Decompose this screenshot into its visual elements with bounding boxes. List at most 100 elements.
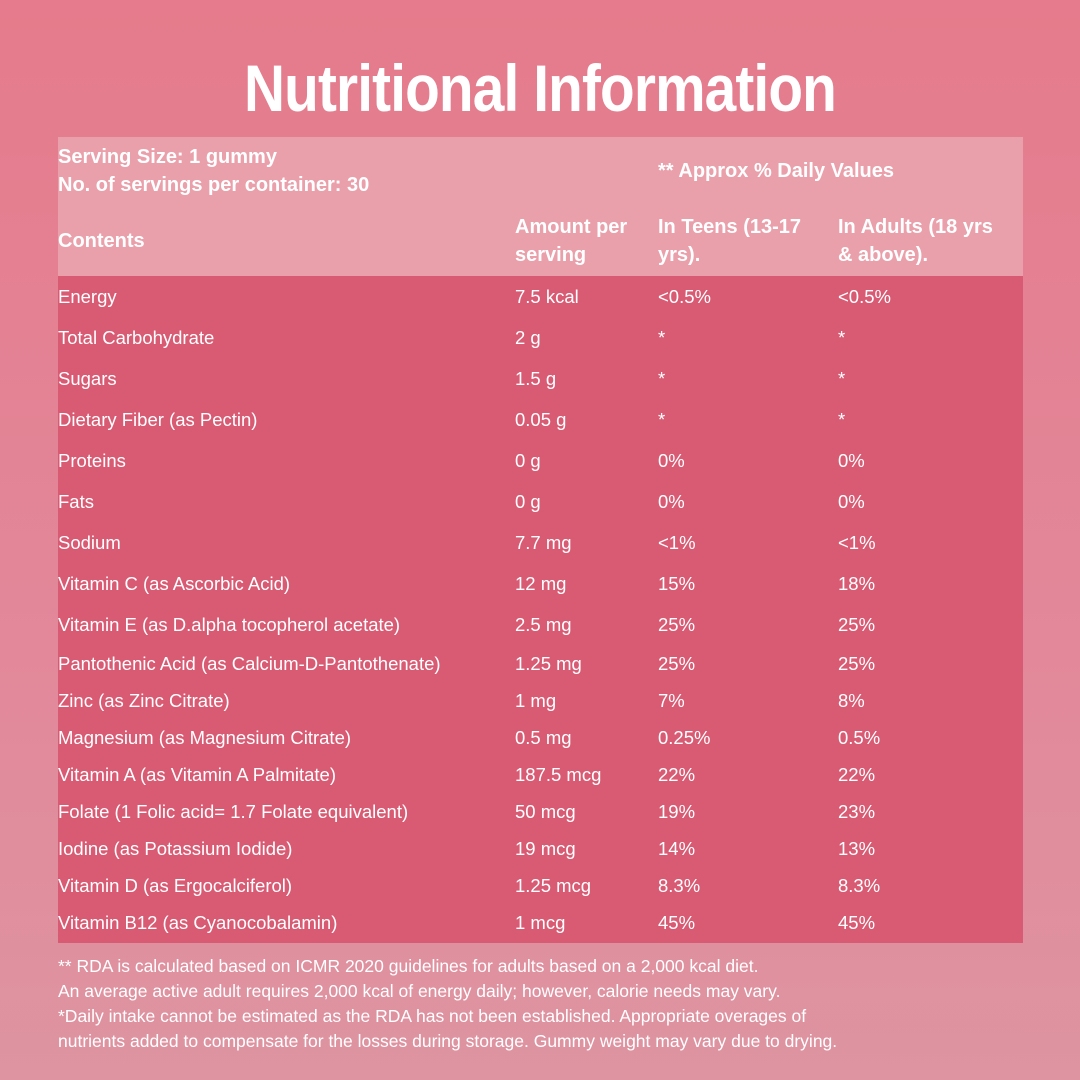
nutrient-name: Sugars [58, 367, 117, 389]
dv-adults: 25% [838, 652, 876, 674]
dv-teens: 25% [658, 613, 696, 635]
dv-teens: 19% [658, 800, 696, 822]
dv-adults: * [838, 326, 846, 348]
dv-adults: * [838, 367, 846, 389]
col-teens: In Teens (13-17 yrs). [658, 213, 801, 269]
nutrient-name: Total Carbohydrate [58, 326, 215, 348]
dv-teens: 22% [658, 763, 696, 785]
nutrient-name: Zinc (as Zinc Citrate) [58, 689, 230, 711]
serving-size: Serving Size: 1 gummy [58, 146, 277, 168]
amount-per-serving: 1 mcg [515, 911, 566, 933]
page-title: Nutritional Information [244, 51, 837, 125]
nutrient-name: Vitamin D (as Ergocalciferol) [58, 874, 293, 896]
amount-per-serving: 19 mcg [515, 837, 576, 859]
nutrient-name: Vitamin C (as Ascorbic Acid) [58, 572, 291, 594]
table-row: Vitamin E (as D.alpha tocopherol acetate… [58, 604, 1023, 645]
col-teens-line1: In Teens (13-17 [658, 216, 802, 238]
dv-teens: 7% [658, 689, 685, 711]
amount-per-serving: 7.7 mg [515, 531, 572, 553]
servings-per-container: No. of servings per container: 30 [58, 174, 370, 196]
footnote: *Daily intake cannot be estimated as the… [58, 1006, 807, 1026]
dv-teens: 25% [658, 652, 696, 674]
table-body: Energy 7.5 kcal <0.5% <0.5% Total Carbohydra… [58, 276, 1023, 943]
col-amount-line1: Amount per [515, 216, 628, 238]
footnotes: ** RDA is calculated based on ICMR 2020 … [58, 954, 837, 1054]
nutrient-name: Magnesium (as Magnesium Citrate) [58, 726, 352, 748]
table-row: Zinc (as Zinc Citrate) 1 mg 7% 8% [58, 682, 1023, 719]
table-header: Serving Size: 1 gummy No. of servings pe… [58, 137, 1023, 276]
col-adults-line2: & above). [838, 244, 929, 266]
dv-teens: 0% [658, 490, 685, 512]
dv-teens: 45% [658, 911, 696, 933]
table-row: Iodine (as Potassium Iodide) 19 mcg 14% 13% [58, 830, 1023, 867]
table-row: Sodium 7.7 mg <1% <1% [58, 522, 1023, 563]
nutrient-name: Dietary Fiber (as Pectin) [58, 408, 258, 430]
footnote: An average active adult requires 2,000 k… [58, 981, 781, 1001]
table-row: Sugars 1.5 g * * [58, 358, 1023, 399]
footnote: ** RDA is calculated based on ICMR 2020 … [58, 956, 759, 976]
nutrient-name: Folate (1 Folic acid= 1.7 Folate equival… [58, 800, 409, 822]
col-adults-line1: In Adults (18 yrs [838, 216, 993, 238]
amount-per-serving: 187.5 mcg [515, 763, 602, 785]
amount-per-serving: 12 mg [515, 572, 567, 594]
table-row: Vitamin A (as Vitamin A Palmitate) 187.5 … [58, 756, 1023, 793]
amount-per-serving: 0 g [515, 490, 541, 512]
amount-per-serving: 0.05 g [515, 408, 567, 430]
dv-teens: 8.3% [658, 874, 701, 896]
dv-adults: 25% [838, 613, 876, 635]
col-amount-line2: serving [515, 244, 587, 266]
col-amount: Amount per serving [515, 213, 627, 269]
dv-adults: * [838, 408, 846, 430]
col-teens-line2: yrs). [658, 244, 701, 266]
dv-adults: 13% [838, 837, 876, 859]
dv-adults: 0.5% [838, 726, 881, 748]
amount-per-serving: 50 mcg [515, 800, 576, 822]
col-contents: Contents [58, 230, 145, 252]
table-row: Proteins 0 g 0% 0% [58, 440, 1023, 481]
nutrition-table: Serving Size: 1 gummy No. of servings pe… [58, 137, 1023, 943]
dv-adults: 0% [838, 449, 865, 471]
nutrient-name: Vitamin E (as D.alpha tocopherol acetate… [58, 613, 401, 635]
dv-adults: <0.5% [838, 285, 891, 307]
dv-teens: * [658, 326, 666, 348]
dv-teens: <1% [658, 531, 696, 553]
daily-values-heading: ** Approx % Daily Values [658, 160, 895, 182]
dv-adults: 18% [838, 572, 876, 594]
table-row: Fats 0 g 0% 0% [58, 481, 1023, 522]
dv-adults: 22% [838, 763, 876, 785]
amount-per-serving: 2.5 mg [515, 613, 572, 635]
table-row: Pantothenic Acid (as Calcium-D-Pantothen… [58, 645, 1023, 682]
dv-teens: 14% [658, 837, 696, 859]
dv-adults: 23% [838, 800, 876, 822]
dv-teens: 15% [658, 572, 696, 594]
dv-teens: 0% [658, 449, 685, 471]
footnote: nutrients added to compensate for the lo… [58, 1031, 838, 1051]
nutrient-name: Energy [58, 285, 117, 307]
dv-teens: * [658, 408, 666, 430]
dv-teens: <0.5% [658, 285, 711, 307]
col-adults: In Adults (18 yrs & above). [838, 213, 993, 269]
nutrient-name: Pantothenic Acid (as Calcium-D-Pantothen… [58, 652, 441, 674]
amount-per-serving: 2 g [515, 326, 541, 348]
dv-adults: 8% [838, 689, 865, 711]
amount-per-serving: 1 mg [515, 689, 557, 711]
amount-per-serving: 0.5 mg [515, 726, 572, 748]
amount-per-serving: 0 g [515, 449, 541, 471]
table-row: Energy 7.5 kcal <0.5% <0.5% [58, 276, 1023, 317]
nutrient-name: Sodium [58, 531, 121, 553]
nutrient-name: Proteins [58, 449, 126, 471]
table-row: Magnesium (as Magnesium Citrate) 0.5 mg 0.… [58, 719, 1023, 756]
dv-adults: <1% [838, 531, 876, 553]
nutrient-name: Vitamin A (as Vitamin A Palmitate) [58, 763, 336, 785]
table-row: Dietary Fiber (as Pectin) 0.05 g * * [58, 399, 1023, 440]
nutrient-name: Fats [58, 490, 94, 512]
amount-per-serving: 7.5 kcal [515, 285, 579, 307]
dv-adults: 8.3% [838, 874, 881, 896]
amount-per-serving: 1.5 g [515, 367, 557, 389]
table-row: Vitamin C (as Ascorbic Acid) 12 mg 15% 18% [58, 563, 1023, 604]
dv-adults: 0% [838, 490, 865, 512]
table-row: Total Carbohydrate 2 g * * [58, 317, 1023, 358]
amount-per-serving: 1.25 mg [515, 652, 582, 674]
dv-teens: * [658, 367, 666, 389]
nutrient-name: Vitamin B12 (as Cyanocobalamin) [58, 911, 338, 933]
